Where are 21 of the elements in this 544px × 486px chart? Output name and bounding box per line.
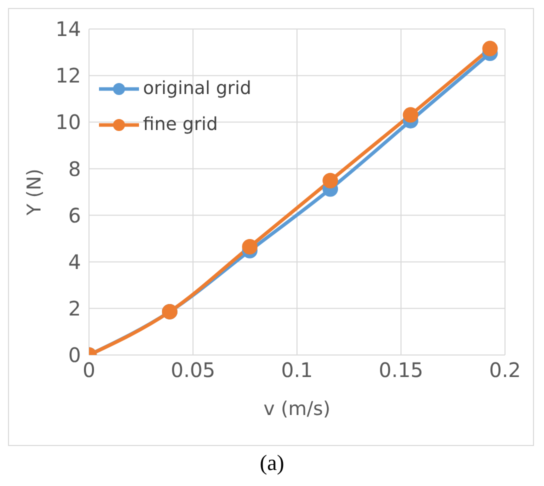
legend-label: fine grid (143, 113, 218, 137)
y-tick-label: 4 (68, 250, 81, 274)
x-tick-label: 0.15 (378, 358, 424, 382)
y-tick-label: 8 (68, 156, 81, 181)
x-tick-label: 0.1 (281, 358, 313, 382)
x-tick-label: 0.05 (170, 358, 216, 382)
point (482, 40, 498, 56)
y-axis-title: Y (N) (24, 168, 46, 216)
y-tick-label: 0 (68, 343, 81, 368)
point (322, 172, 338, 188)
legend-label: original grid (143, 77, 252, 101)
x-tick-label: 0.2 (489, 358, 521, 382)
point (402, 107, 418, 123)
text: (a) (258, 450, 286, 476)
x-axis-title: v (m/s) (264, 398, 330, 420)
y-tick-label: 14 (56, 17, 81, 42)
y-tick-label: 12 (56, 64, 81, 88)
point (242, 238, 258, 254)
y-tick-label: 10 (56, 110, 81, 134)
y-tick-label: 2 (68, 296, 81, 321)
y-tick-label: 6 (68, 203, 81, 228)
